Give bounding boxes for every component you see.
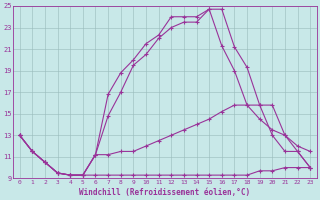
X-axis label: Windchill (Refroidissement éolien,°C): Windchill (Refroidissement éolien,°C) xyxy=(79,188,251,197)
